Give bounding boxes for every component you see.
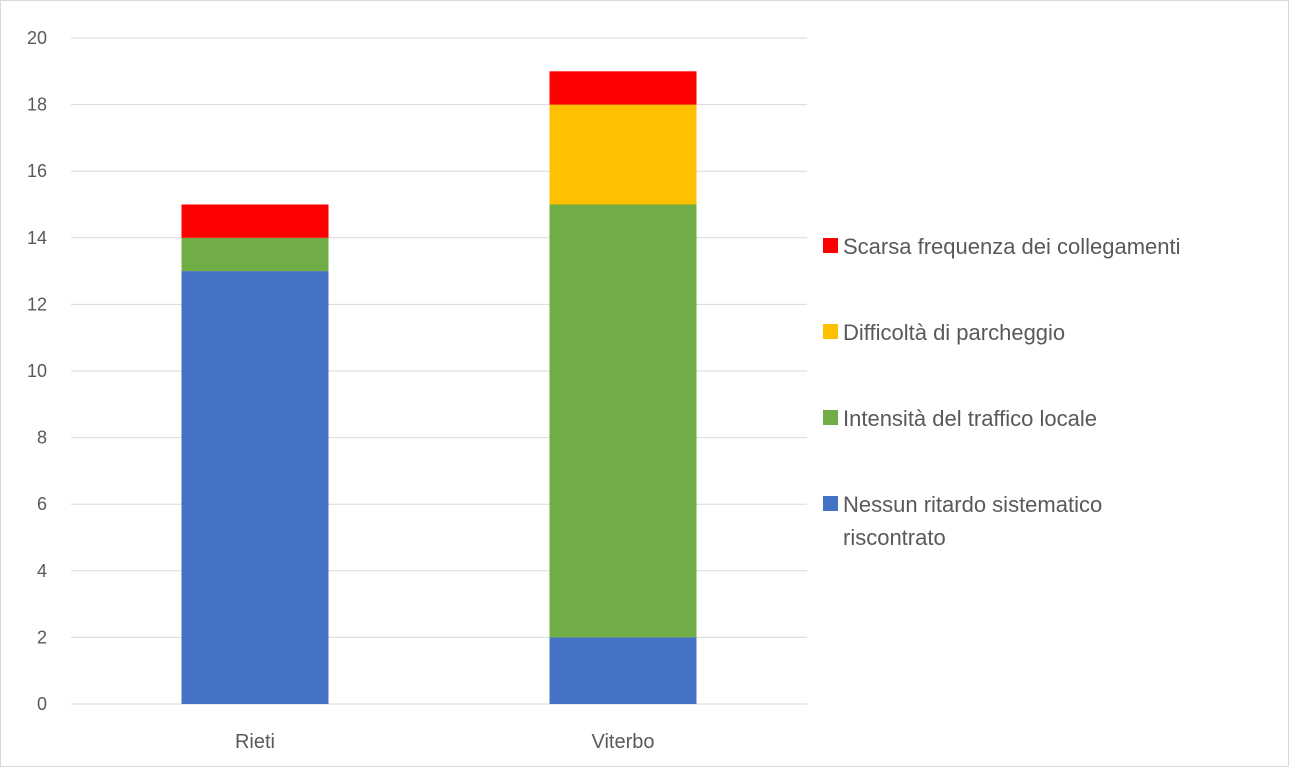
axis-labels: 0 2 4 6 8 10 12 14 16 18 20 Rieti Viterbo [27, 28, 655, 753]
legend-swatch [823, 496, 838, 511]
y-tick-label: 14 [27, 228, 47, 248]
bar-segment [549, 637, 697, 704]
bar-segment [549, 71, 697, 105]
y-tick-label: 18 [27, 95, 47, 115]
y-tick-label: 10 [27, 361, 47, 381]
legend-swatch [823, 324, 838, 339]
y-tick-label: 12 [27, 294, 47, 314]
x-category-label: Viterbo [591, 731, 654, 753]
legend-label: Intensità del traffico locale [843, 406, 1097, 431]
bars [181, 71, 697, 704]
y-tick-label: 16 [27, 161, 47, 181]
bar-segment [181, 237, 329, 272]
legend-swatch [823, 238, 838, 253]
x-category-label: Rieti [235, 731, 275, 753]
bar-segment [181, 271, 329, 704]
legend-label: Scarsa frequenza dei collegamenti [843, 234, 1181, 259]
bar-segment [181, 204, 329, 238]
legend: Scarsa frequenza dei collegamenti Diffico… [823, 234, 1181, 550]
legend-label: Nessun ritardo sistematico [843, 492, 1102, 517]
y-tick-label: 8 [37, 428, 47, 448]
y-tick-label: 0 [37, 694, 47, 714]
bar-segment [549, 204, 697, 638]
y-tick-label: 20 [27, 28, 47, 48]
y-tick-label: 6 [37, 494, 47, 514]
legend-swatch [823, 410, 838, 425]
gridlines [71, 37, 807, 705]
y-tick-label: 4 [37, 561, 47, 581]
legend-label: Difficoltà di parcheggio [843, 320, 1065, 345]
y-tick-label: 2 [37, 627, 47, 647]
legend-label: riscontrato [843, 525, 946, 550]
bar-segment [549, 104, 697, 205]
